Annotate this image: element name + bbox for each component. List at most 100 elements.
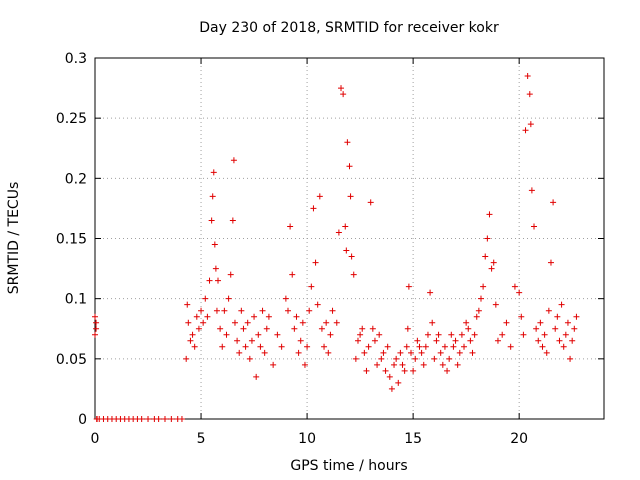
data-point	[187, 337, 194, 344]
data-point	[571, 325, 578, 332]
data-point	[92, 331, 98, 338]
data-point	[456, 349, 463, 356]
data-point	[365, 343, 372, 350]
data-point	[198, 307, 205, 314]
data-point	[435, 331, 442, 338]
data-point	[533, 325, 540, 332]
data-point	[361, 349, 368, 356]
data-point	[289, 271, 296, 278]
data-point	[223, 331, 230, 338]
data-point	[414, 337, 421, 344]
data-point	[522, 127, 529, 134]
data-point	[259, 307, 266, 314]
data-point	[431, 355, 438, 362]
data-point	[168, 416, 175, 422]
data-point	[547, 259, 554, 266]
y-tick-label: 0.2	[65, 171, 87, 187]
data-point	[312, 259, 319, 266]
data-point	[347, 193, 354, 200]
data-point	[248, 337, 255, 344]
data-point	[329, 307, 336, 314]
data-point	[465, 325, 472, 332]
x-tick-label: 0	[91, 431, 100, 447]
data-point	[323, 319, 330, 326]
data-point	[346, 163, 353, 170]
data-point	[467, 337, 474, 344]
data-point	[354, 337, 361, 344]
x-tick-label: 20	[510, 431, 528, 447]
data-point	[367, 199, 374, 206]
data-point	[458, 331, 465, 338]
data-point	[382, 367, 389, 374]
data-point	[475, 307, 482, 314]
data-point	[527, 121, 534, 128]
data-point	[263, 325, 270, 332]
data-point	[405, 283, 412, 290]
data-point	[369, 325, 376, 332]
data-point	[537, 319, 544, 326]
data-point	[265, 313, 272, 320]
x-axis-label: GPS time / hours	[290, 458, 407, 474]
data-point	[424, 331, 431, 338]
data-point	[499, 331, 506, 338]
data-point	[550, 199, 557, 206]
data-point	[543, 349, 550, 356]
data-point	[308, 283, 315, 290]
x-tick-label: 5	[197, 431, 206, 447]
x-tick-label: 15	[404, 431, 422, 447]
data-point	[348, 253, 355, 260]
data-point	[363, 367, 370, 374]
data-point	[251, 313, 258, 320]
data-point	[422, 343, 429, 350]
data-point	[477, 295, 484, 302]
data-point	[471, 331, 478, 338]
data-point	[558, 301, 565, 308]
data-point	[439, 361, 446, 368]
data-point	[463, 319, 470, 326]
data-point	[306, 307, 313, 314]
data-point	[211, 241, 218, 248]
data-point	[480, 283, 487, 290]
data-point	[429, 319, 436, 326]
data-point	[416, 343, 423, 350]
data-point	[325, 349, 332, 356]
data-point	[155, 416, 162, 422]
data-point	[484, 235, 491, 242]
data-point	[257, 343, 264, 350]
data-point	[202, 295, 209, 302]
data-point	[287, 223, 294, 230]
data-point	[386, 373, 393, 380]
data-point	[217, 325, 224, 332]
data-point	[184, 301, 191, 308]
data-point	[185, 319, 192, 326]
data-point	[274, 331, 281, 338]
data-point	[448, 331, 455, 338]
data-point	[200, 319, 207, 326]
data-point	[301, 361, 308, 368]
data-point	[204, 313, 211, 320]
data-point	[206, 277, 213, 284]
data-point	[410, 367, 417, 374]
data-point	[380, 349, 387, 356]
data-point	[318, 325, 325, 332]
data-point	[454, 361, 461, 368]
data-point	[316, 193, 323, 200]
data-point	[507, 343, 514, 350]
data-point	[371, 337, 378, 344]
data-point	[93, 319, 100, 326]
data-point	[333, 319, 340, 326]
data-point	[526, 91, 533, 98]
axis-ticks: 0 5 10 15 20 0 0.05 0.1 0.15 0.2 0.25 0.3	[56, 51, 604, 447]
data-point	[554, 313, 561, 320]
data-point	[552, 325, 559, 332]
data-point	[535, 337, 542, 344]
data-point	[359, 325, 366, 332]
data-point	[221, 307, 228, 314]
data-point	[183, 355, 190, 362]
data-point	[327, 331, 334, 338]
data-point	[350, 271, 357, 278]
data-point	[562, 331, 569, 338]
data-point	[531, 223, 538, 230]
data-point	[560, 343, 567, 350]
